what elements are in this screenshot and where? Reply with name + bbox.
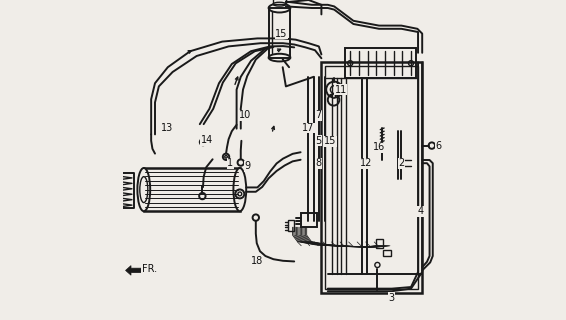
Ellipse shape [138,168,150,211]
Text: 4: 4 [418,206,424,216]
Bar [288,220,294,231]
Text: 14: 14 [201,135,213,145]
Text: 15: 15 [324,136,337,147]
Text: 1: 1 [227,158,233,168]
Text: 16: 16 [373,142,385,152]
Text: 9: 9 [245,161,251,172]
Bar [376,239,383,248]
Circle shape [238,192,242,196]
Bar [321,62,422,293]
Text: 12: 12 [360,158,372,168]
Text: 18: 18 [251,256,263,266]
Bar [383,250,391,256]
Text: FR.: FR. [142,264,157,275]
Bar [144,168,240,211]
Text: 7: 7 [315,110,321,120]
Text: 3: 3 [389,292,395,303]
Bar [345,48,416,78]
Text: 6: 6 [435,140,441,151]
Text: 10: 10 [238,110,251,120]
Text: 8: 8 [315,158,321,168]
Bar [301,213,316,227]
Circle shape [225,156,228,158]
Text: 15: 15 [275,28,288,39]
Text: 5: 5 [315,136,321,146]
Text: 2: 2 [398,158,405,168]
Text: 11: 11 [335,84,347,95]
Bar [325,66,418,289]
Circle shape [332,94,336,98]
Text: 13: 13 [161,123,173,133]
Ellipse shape [233,168,246,211]
Bar [269,8,290,58]
Text: 17: 17 [302,123,315,133]
Polygon shape [126,266,142,275]
Bar [273,0,286,4]
